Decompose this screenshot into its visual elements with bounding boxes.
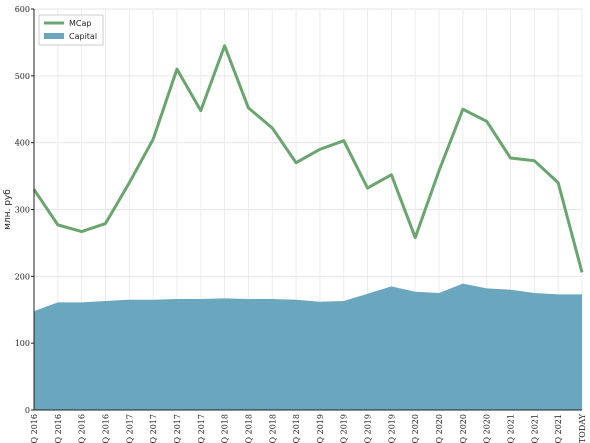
x-tick-label: 4Q 2020 [483,414,492,443]
x-tick-label: 2Q 2020 [435,414,444,443]
x-tick-labels: 1Q 2016 2Q 2016 3Q 2016 4Q 2016 1Q 2017 2Q 20… [30,413,587,443]
legend: MCap Capital [38,14,104,46]
x-tick-label: 1Q 2016 [30,414,39,443]
area-series-layer [34,283,582,410]
x-tick-label: 3Q 2017 [173,414,182,443]
x-tick-label: 2Q 2019 [340,414,349,443]
legend-label-capital: Capital [69,32,97,41]
x-tick-label: 4Q 2019 [387,414,396,443]
y-tick-label: 600 [15,5,30,14]
legend-swatch-capital [44,33,64,39]
line-series-mcap [32,44,584,273]
y-tick-label: 100 [15,339,30,348]
y-tick-labels: 0 100 200 300 400 500 600 [15,5,34,415]
y-tick-label: 500 [15,72,30,81]
area-series-capital [34,283,582,410]
x-tick-label: 2Q 2021 [530,414,539,443]
x-tick-label: 1Q 2018 [221,414,230,443]
x-tick-label: 1Q 2020 [411,414,420,443]
x-tick-label: 1Q 2021 [507,414,516,443]
legend-label-mcap: MCap [69,19,91,28]
x-tick-label: 2Q 2018 [244,414,253,443]
y-tick-label: 400 [15,139,30,148]
y-axis-label: млн. руб [3,189,13,230]
y-tick-label: 300 [15,206,30,215]
x-tick-label: 2Q 2017 [149,414,158,443]
x-tick-label: 3Q 2019 [364,414,373,443]
x-tick-label: 3Q 2021 [554,414,563,443]
y-tick-label: 0 [25,406,30,415]
x-tick-label: 1Q 2019 [316,414,325,443]
y-tick-label: 200 [15,272,30,281]
x-tick-label: 3Q 2020 [459,414,468,443]
x-tick-label: 4Q 2017 [197,414,206,443]
x-tick-label: TODAY [578,413,587,443]
x-tick-label: 2Q 2016 [54,414,63,443]
line-series-layer [32,44,584,273]
x-tick-label: 3Q 2016 [78,414,87,443]
x-tick-label: 3Q 2018 [268,414,277,443]
x-tick-label: 4Q 2016 [101,414,110,443]
x-tick-label: 1Q 2017 [125,414,134,443]
x-tick-label: 4Q 2018 [292,414,301,443]
